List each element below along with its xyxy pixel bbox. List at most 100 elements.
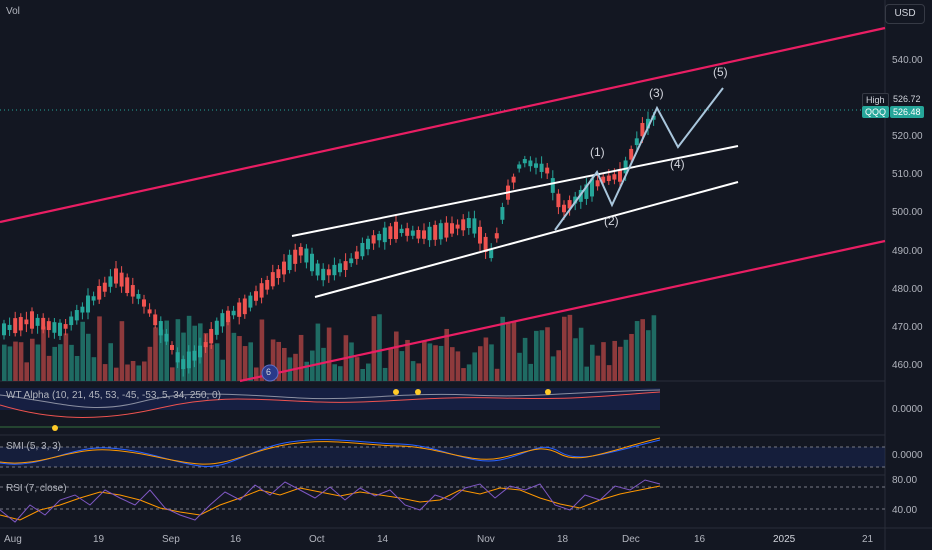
- candle-body: [573, 196, 578, 204]
- rsi-ma: [0, 485, 661, 521]
- volume-bar: [578, 327, 584, 381]
- candle-body: [349, 258, 354, 264]
- volume-bar: [86, 333, 91, 381]
- candle-body: [646, 118, 650, 129]
- volume-bar: [147, 346, 153, 381]
- volume-bar: [618, 346, 623, 381]
- volume-bar: [315, 323, 321, 381]
- candle-body: [259, 283, 264, 298]
- price-tick: 540.00: [892, 55, 923, 66]
- time-tick: 21: [862, 534, 874, 545]
- candle-body: [618, 169, 622, 182]
- volume-bar: [500, 316, 505, 381]
- volume-bar: [640, 319, 645, 381]
- candle-body: [315, 263, 320, 276]
- volume-bar: [366, 363, 371, 381]
- wave-label-4: (4): [670, 157, 685, 171]
- candle-body: [422, 230, 426, 239]
- candle-body: [399, 228, 404, 234]
- candle-body: [125, 277, 130, 294]
- candle-body: [405, 228, 410, 236]
- candle-body: [265, 279, 270, 290]
- volume-bar: [394, 331, 399, 381]
- candle-body: [181, 359, 186, 370]
- volume-bar: [332, 364, 337, 381]
- time-tick: Nov: [477, 534, 495, 545]
- candle-body: [416, 229, 421, 239]
- wt-alpha-pane: [0, 388, 661, 431]
- candle-body: [410, 230, 415, 236]
- price-tick: 460.00: [892, 360, 923, 371]
- candle-body: [326, 269, 331, 276]
- candle-body: [254, 291, 258, 301]
- rsi-label[interactable]: RSI (7, close): [6, 483, 67, 494]
- candle-body: [298, 246, 303, 256]
- candle-body: [321, 268, 326, 281]
- wt-signal-dot: [545, 389, 551, 395]
- volume-bar: [63, 333, 69, 381]
- volume-bar: [30, 338, 35, 381]
- volume-bar: [35, 344, 41, 381]
- candle-body: [438, 223, 443, 240]
- volume-bar: [158, 329, 164, 381]
- candle-body: [500, 207, 505, 220]
- volume-bar: [321, 347, 326, 381]
- currency-button[interactable]: USD: [885, 4, 925, 24]
- volume-bar: [416, 363, 421, 381]
- price-tick: 510.00: [892, 169, 923, 180]
- candle-body: [478, 226, 482, 244]
- last-price-tag: 526.48: [890, 106, 924, 118]
- smi-band: [0, 447, 885, 467]
- volume-bar: [153, 327, 158, 381]
- wt-line-red: [0, 391, 661, 418]
- price-tick: 500.00: [892, 207, 923, 218]
- candle-body: [511, 176, 516, 183]
- volume-bar: [349, 342, 354, 381]
- volume-bar: [506, 322, 511, 381]
- volume-bar: [326, 327, 332, 381]
- wt-signal-dot: [415, 389, 421, 395]
- candle-body: [86, 295, 90, 313]
- volume-bar: [556, 350, 561, 381]
- event-badge-text[interactable]: 6: [266, 367, 272, 377]
- elliott-wave-path: [554, 87, 724, 231]
- volume-bar: [584, 366, 589, 381]
- smi-label[interactable]: SMI (5, 3, 3): [6, 441, 62, 452]
- wt-band: [0, 388, 660, 410]
- volume-bar: [270, 339, 276, 381]
- time-tick: Dec: [622, 534, 640, 545]
- volume-bar: [13, 341, 18, 381]
- volume-bar: [52, 346, 57, 381]
- candle-body: [102, 282, 107, 292]
- vol-label: Vol: [6, 6, 20, 17]
- smi-pane: [0, 437, 885, 468]
- wave-label-1: (1): [590, 145, 605, 159]
- volume-bar: [466, 364, 472, 381]
- candle-body: [170, 345, 174, 350]
- candle-body: [69, 316, 74, 326]
- volume-bar: [562, 316, 567, 381]
- candle-body: [371, 235, 376, 244]
- candle-body: [119, 272, 124, 287]
- volume-bar: [24, 362, 29, 381]
- volume-bar: [461, 368, 466, 381]
- volume-bar: [517, 352, 522, 381]
- event-badge[interactable]: [261, 364, 279, 382]
- volume-bar: [164, 320, 169, 381]
- time-tick: 16: [230, 534, 242, 545]
- volume-bar: [573, 338, 578, 381]
- time-tick: 14: [377, 534, 389, 545]
- time-tick: 16: [694, 534, 706, 545]
- rsi-tick: 80.00: [892, 475, 918, 486]
- candle-body: [634, 138, 639, 146]
- candle-body: [7, 324, 12, 331]
- wt-alpha-label[interactable]: WT Alpha (10, 21, 45, 53, -45, -53, 5, 3…: [6, 390, 221, 401]
- candle-body: [595, 180, 600, 187]
- volume-bar: [539, 330, 545, 381]
- candle-body: [142, 299, 146, 307]
- candle-body: [270, 272, 275, 287]
- candle-body: [332, 264, 337, 276]
- candle-body: [220, 313, 225, 327]
- inner-channel-upper: [291, 145, 739, 237]
